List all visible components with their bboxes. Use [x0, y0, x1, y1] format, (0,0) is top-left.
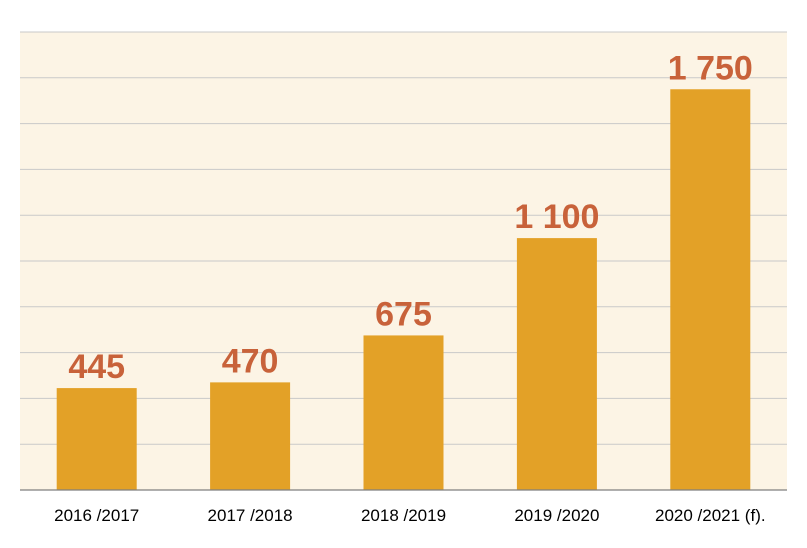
value-label: 675: [375, 295, 432, 333]
bar: [56, 388, 137, 490]
category-label: 2019 /2020: [514, 506, 599, 525]
value-labels: 445 470 675 1 100 1 750: [68, 49, 753, 386]
bar: [210, 382, 291, 490]
category-label: 2018 /2019: [361, 506, 446, 525]
value-label: 470: [222, 342, 279, 380]
category-label: 2016 /2017: [54, 506, 139, 525]
bar: [363, 335, 444, 490]
bar: [670, 89, 751, 490]
category-labels: 2016 /2017 2017 /2018 2018 /2019 2019 /2020…: [54, 506, 765, 525]
value-label: 1 750: [668, 49, 753, 87]
category-label: 2020 /2021 (f).: [655, 506, 766, 525]
bars: [56, 89, 751, 490]
bar: [516, 238, 597, 490]
value-label: 1 100: [514, 198, 599, 236]
category-label: 2017 /2018: [208, 506, 293, 525]
value-label: 445: [68, 348, 125, 386]
